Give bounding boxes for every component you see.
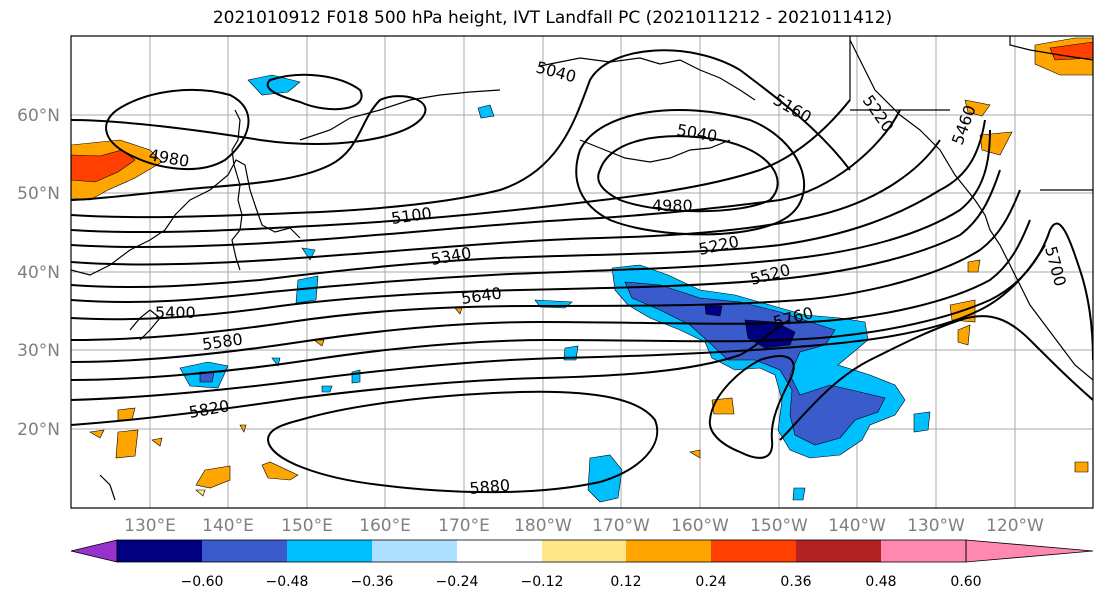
lon-label: 160°E bbox=[359, 516, 411, 536]
colorbar-segment bbox=[457, 540, 542, 562]
height-contours bbox=[71, 49, 1093, 494]
contour-5760 bbox=[71, 244, 1046, 401]
lat-label: 50°N bbox=[17, 184, 60, 204]
colorbar-tick-label: −0.12 bbox=[521, 574, 564, 590]
colorbar-tick-label: 0.12 bbox=[610, 574, 641, 590]
latitude-labels: 60°N 50°N 40°N 30°N 20°N bbox=[17, 106, 60, 440]
longitude-labels: 130°E 140°E 150°E 160°E 170°E 180°W 170°… bbox=[124, 516, 1044, 536]
contour-5880 bbox=[266, 390, 659, 494]
contour-5760-east bbox=[779, 315, 1093, 441]
contour-5820 bbox=[71, 319, 791, 426]
lon-label: 130°E bbox=[124, 516, 176, 536]
colorbar-tick-label: 0.24 bbox=[695, 574, 726, 590]
colorbar-tick-label: −0.48 bbox=[266, 574, 309, 590]
contour-label: 4980 bbox=[652, 196, 693, 215]
colorbar-segment bbox=[796, 540, 881, 562]
colorbar-segment bbox=[542, 540, 626, 562]
colorbar-extend-right bbox=[965, 539, 1094, 563]
lon-label: 170°W bbox=[592, 516, 650, 536]
lat-label: 60°N bbox=[17, 106, 60, 126]
contour-5160 bbox=[71, 99, 851, 234]
colorbar-segment bbox=[881, 540, 966, 562]
gridlines bbox=[71, 36, 1093, 508]
contour-5040-west bbox=[266, 73, 363, 111]
lon-label: 150°W bbox=[750, 516, 808, 536]
contour-5460 bbox=[71, 129, 991, 303]
lat-label: 20°N bbox=[17, 420, 60, 440]
lon-label: 130°W bbox=[907, 516, 965, 536]
contour-5100 bbox=[71, 49, 851, 219]
ivt-blob-north-kamchatka bbox=[247, 74, 301, 96]
lon-label: 140°E bbox=[202, 516, 254, 536]
colorbar-segment bbox=[372, 540, 457, 562]
colorbar-segment bbox=[711, 540, 796, 562]
contour-5640 bbox=[71, 219, 1031, 363]
colorbar-segment bbox=[287, 540, 372, 562]
colorbar: −0.60 −0.48 −0.36 −0.24 −0.12 0.12 0.24 … bbox=[70, 539, 1094, 590]
contour-5340 bbox=[71, 139, 941, 266]
colorbar-tick-label: −0.24 bbox=[436, 574, 479, 590]
colorbar-segment bbox=[202, 540, 287, 562]
contour-5400 bbox=[71, 119, 986, 289]
colorbar-extend-left bbox=[70, 539, 118, 563]
colorbar-tick-label: −0.60 bbox=[181, 574, 224, 590]
contour-5580 bbox=[71, 189, 1021, 341]
contour-5700 bbox=[71, 222, 1093, 381]
contour-4980-west bbox=[105, 88, 250, 170]
lon-label: 140°W bbox=[828, 516, 886, 536]
contour-5100-west bbox=[71, 95, 427, 201]
lon-label: 120°W bbox=[986, 516, 1044, 536]
colorbar-tick-label: 0.60 bbox=[950, 574, 981, 590]
colorbar-segment bbox=[626, 540, 711, 562]
lat-label: 30°N bbox=[17, 341, 60, 361]
colorbar-tick-label: −0.36 bbox=[351, 574, 394, 590]
colorbar-tick-label: 0.48 bbox=[865, 574, 896, 590]
lat-label: 40°N bbox=[17, 263, 60, 283]
lon-label: 180°W bbox=[514, 516, 572, 536]
contour-5820-loop bbox=[708, 355, 795, 459]
contour-5520 bbox=[71, 169, 1001, 321]
contour-label: 5400 bbox=[155, 303, 196, 322]
lon-label: 170°E bbox=[438, 516, 490, 536]
lon-label: 150°E bbox=[281, 516, 333, 536]
map-title: 2021010912 F018 500 hPa height, IVT Land… bbox=[212, 8, 893, 28]
colorbar-segment bbox=[117, 540, 202, 562]
contour-5220 bbox=[71, 109, 901, 249]
lon-label: 160°W bbox=[671, 516, 729, 536]
colorbar-ticks: −0.60 −0.48 −0.36 −0.24 −0.12 0.12 0.24 … bbox=[181, 574, 982, 590]
contour-label: 5880 bbox=[469, 476, 511, 498]
colorbar-tick-label: 0.36 bbox=[780, 574, 811, 590]
contour-5040-east bbox=[575, 109, 806, 236]
map-frame bbox=[70, 35, 1094, 509]
